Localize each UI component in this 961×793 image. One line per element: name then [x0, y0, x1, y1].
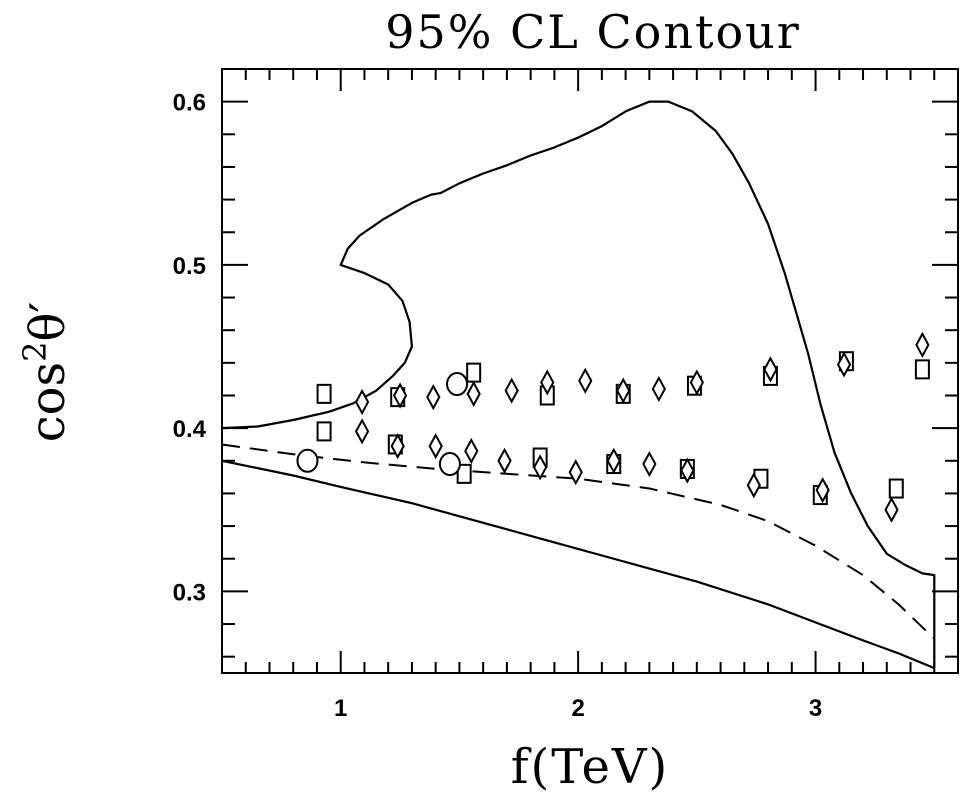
y-tick-label: 0.6	[173, 90, 206, 117]
diamond-marker	[915, 331, 930, 358]
plot-frame	[221, 68, 959, 674]
diamond-marker	[836, 351, 852, 378]
diamond-marker	[884, 496, 899, 523]
y-axis-label-symbol: θ′	[20, 302, 76, 342]
svg-text:cos2θ′: cos2θ′	[16, 302, 76, 443]
diamond-marker	[606, 447, 621, 474]
circle-marker	[446, 372, 469, 397]
diamond-marker	[464, 437, 479, 465]
x-tick-labels: 1 2 3	[334, 695, 822, 722]
x-tick-label: 2	[571, 695, 584, 722]
x-axis-label: f(TeV)	[511, 739, 670, 793]
diamond-marker	[540, 369, 555, 396]
square-marker	[316, 383, 332, 404]
solid-contour-curve	[221, 459, 935, 670]
diamond-marker	[815, 477, 830, 504]
circle-marker	[296, 448, 319, 473]
diamond-marker	[578, 367, 593, 394]
square-marker	[316, 421, 332, 442]
square-marker	[456, 463, 472, 484]
square-marker	[888, 478, 904, 499]
y-axis-label: cos2θ′	[16, 302, 76, 443]
diamond-marker	[680, 457, 695, 484]
circle-marker	[438, 452, 461, 477]
solid-contour-curve	[221, 100, 936, 669]
x-tick-label: 1	[334, 695, 347, 722]
diamond-marker	[651, 375, 666, 403]
x-tick-label: 3	[809, 695, 822, 722]
dashed-contour-curve	[221, 443, 935, 640]
diamond-marker	[354, 418, 370, 445]
y-axis-label-base: cos	[20, 362, 76, 442]
diamond-marker	[428, 433, 443, 460]
y-tick-label: 0.4	[173, 416, 207, 443]
diamond-marker	[689, 369, 704, 396]
diamond-marker	[466, 380, 481, 407]
diamond-marker	[392, 382, 408, 409]
diamond-marker	[533, 454, 548, 481]
diamond-marker	[390, 433, 405, 460]
diamond-marker	[616, 377, 631, 404]
y-tick-label: 0.3	[173, 579, 206, 606]
y-axis-label-superscript: 2	[16, 342, 54, 362]
diamond-marker	[746, 472, 761, 499]
diamond-marker	[504, 377, 519, 404]
diamond-marker	[642, 450, 657, 478]
data-markers	[296, 331, 930, 523]
square-marker	[914, 359, 930, 380]
diamond-marker	[426, 384, 441, 411]
chart-title: 95% CL Contour	[385, 5, 801, 59]
diamond-marker	[354, 388, 370, 416]
contour-curves	[221, 100, 936, 670]
diamond-marker	[763, 356, 778, 383]
diamond-marker	[497, 447, 512, 474]
diamond-marker	[568, 459, 583, 486]
y-tick-labels: 0.3 0.4 0.5 0.6	[173, 90, 207, 607]
y-tick-label: 0.5	[173, 253, 206, 280]
square-marker	[466, 362, 482, 383]
